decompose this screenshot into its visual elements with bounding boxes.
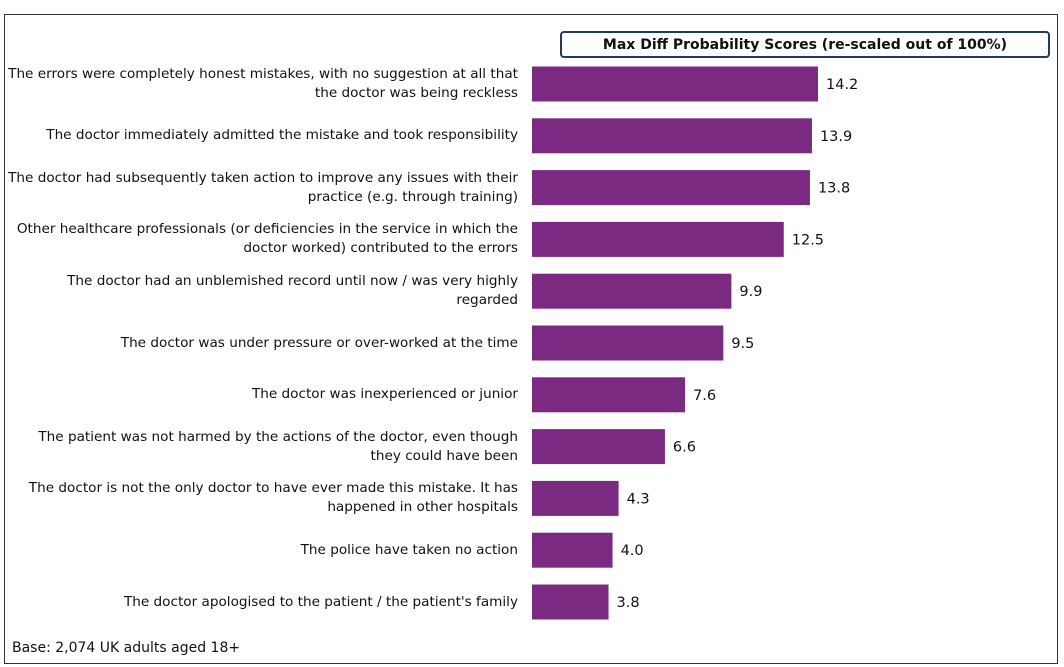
bar <box>532 66 818 102</box>
category-text: The doctor had subsequently taken action… <box>8 169 518 205</box>
bar <box>532 480 619 516</box>
category-text: The doctor was inexperienced or junior <box>251 386 518 403</box>
value-label: 13.9 <box>820 129 852 145</box>
bar <box>532 584 609 620</box>
category-label: The errors were completely honest mistak… <box>8 59 518 109</box>
category-label: The doctor immediately admitted the mist… <box>8 111 518 161</box>
category-label: The doctor was under pressure or over-wo… <box>8 318 518 368</box>
category-text: The doctor had an unblemished record unt… <box>67 273 518 309</box>
value-label: 4.3 <box>627 491 650 507</box>
category-label: The doctor was inexperienced or junior <box>8 370 518 420</box>
category-label: The patient was not harmed by the action… <box>8 422 518 472</box>
bar <box>532 118 812 154</box>
value-label: 12.5 <box>792 232 824 248</box>
footnote: Base: 2,074 UK adults aged 18+ <box>12 640 241 656</box>
value-label: 9.5 <box>731 336 754 352</box>
value-label: 9.9 <box>739 284 762 300</box>
value-label: 6.6 <box>673 440 696 456</box>
bar <box>532 221 784 257</box>
bar <box>532 325 724 361</box>
category-label: The police have taken no action <box>8 525 518 575</box>
category-text: The doctor was under pressure or over-wo… <box>120 334 518 351</box>
category-text: The patient was not harmed by the action… <box>38 428 518 464</box>
legend-title: Max Diff Probability Scores (re-scaled o… <box>560 31 1050 58</box>
bar <box>532 273 732 309</box>
value-label: 13.8 <box>818 181 850 197</box>
bar <box>532 170 810 206</box>
bar <box>532 377 686 413</box>
category-text: The doctor is not the only doctor to hav… <box>28 480 518 516</box>
category-text: Other healthcare professionals (or defic… <box>16 221 518 257</box>
value-label: 7.6 <box>693 388 716 404</box>
value-label: 3.8 <box>617 595 640 611</box>
category-label: The doctor had subsequently taken action… <box>8 163 518 213</box>
bar <box>532 532 613 568</box>
category-text: The errors were completely honest mistak… <box>8 66 518 101</box>
category-label: Other healthcare professionals (or defic… <box>8 214 518 264</box>
category-label: The doctor apologised to the patient / t… <box>8 577 518 627</box>
bar <box>532 429 665 465</box>
category-label: The doctor is not the only doctor to hav… <box>8 473 518 523</box>
chart-frame <box>4 14 1058 664</box>
category-text: The doctor immediately admitted the mist… <box>46 127 518 144</box>
category-text: The police have taken no action <box>300 541 518 558</box>
category-text: The doctor apologised to the patient / t… <box>123 593 518 610</box>
value-label: 14.2 <box>826 77 858 93</box>
category-label: The doctor had an unblemished record unt… <box>8 266 518 316</box>
value-label: 4.0 <box>621 543 644 559</box>
